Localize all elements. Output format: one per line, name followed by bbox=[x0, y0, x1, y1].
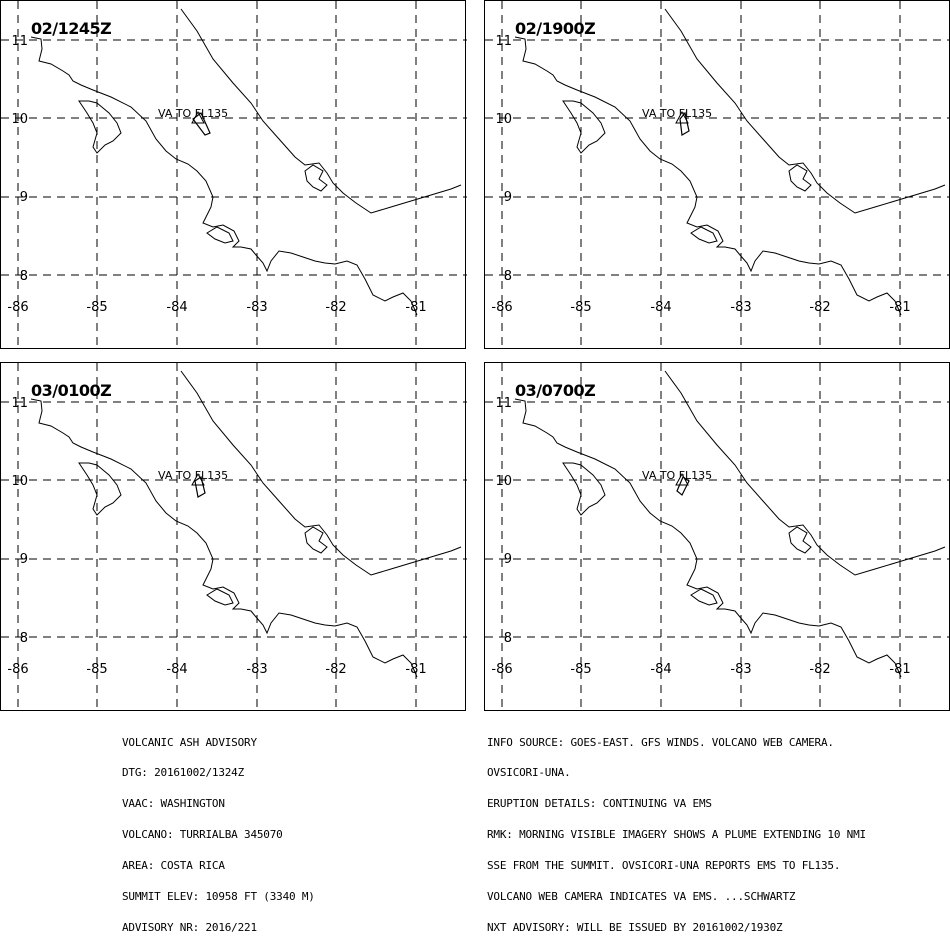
advisory-line: INFO SOURCE: GOES-EAST. GFS WINDS. VOLCA… bbox=[487, 735, 834, 749]
coastline bbox=[304, 164, 328, 192]
advisory-line: OVSICORI-UNA. bbox=[487, 766, 571, 780]
lon-label: -84 bbox=[166, 300, 187, 315]
lat-label: 11 bbox=[495, 396, 512, 411]
coastline bbox=[78, 462, 122, 516]
lat-label: 8 bbox=[504, 631, 512, 646]
advisory-line: RMK: MORNING VISIBLE IMAGERY SHOWS A PLU… bbox=[487, 828, 866, 842]
lon-label: -84 bbox=[650, 662, 671, 677]
lon-label: -83 bbox=[246, 662, 267, 677]
advisory-right-block: INFO SOURCE: GOES-EAST. GFS WINDS. VOLCA… bbox=[487, 717, 866, 944]
lon-label: -81 bbox=[889, 662, 910, 677]
advisory-line: VAAC: WASHINGTON bbox=[122, 797, 225, 811]
map-panel-2: 11 10 9 8 -86 -85 -84 -83 -82 -81 VA TO FL135 02/1… bbox=[484, 0, 950, 350]
advisory-line: DTG: 20161002/1324Z bbox=[122, 766, 245, 780]
ash-plume-polygon bbox=[194, 476, 206, 498]
advisory-line: ADVISORY NR: 2016/221 bbox=[122, 920, 257, 934]
ash-plume-polygon bbox=[676, 476, 690, 496]
panel-time-1: 02/1245Z bbox=[31, 19, 112, 38]
lon-label: -86 bbox=[7, 300, 28, 315]
lat-label: 8 bbox=[20, 631, 28, 646]
advisory-line: SSE FROM THE SUMMIT. OVSICORI-UNA REPORT… bbox=[487, 859, 841, 873]
va-label: VA TO FL135 bbox=[158, 107, 228, 120]
advisory-line: ERUPTION DETAILS: CONTINUING VA EMS bbox=[487, 797, 712, 811]
advisory-line: AREA: COSTA RICA bbox=[122, 859, 225, 873]
advisory-line: VOLCANO: TURRIALBA 345070 bbox=[122, 828, 283, 842]
advisory-line: VOLCANO WEB CAMERA INDICATES VA EMS. ...… bbox=[487, 890, 796, 904]
map-svg-2: 11 10 9 8 -86 -85 -84 -83 -82 -81 VA TO FL135 bbox=[485, 1, 950, 350]
panel-time-3: 03/0100Z bbox=[31, 381, 112, 400]
va-label: VA TO FL135 bbox=[642, 469, 712, 482]
lon-label: -86 bbox=[7, 662, 28, 677]
coastline bbox=[30, 398, 418, 678]
lon-label: -82 bbox=[325, 300, 346, 315]
lat-label: 8 bbox=[20, 269, 28, 284]
lat-label: 9 bbox=[20, 552, 28, 567]
lat-label: 9 bbox=[504, 552, 512, 567]
lon-label: -81 bbox=[889, 300, 910, 315]
coastline bbox=[788, 164, 812, 192]
coastline bbox=[30, 36, 418, 316]
lat-label: 11 bbox=[11, 396, 28, 411]
map-svg-4: 11 10 9 8 -86 -85 -84 -83 -82 -81 VA TO FL135 bbox=[485, 363, 950, 712]
coastline bbox=[690, 588, 718, 606]
lat-label: 9 bbox=[504, 190, 512, 205]
map-svg-1: 11 10 9 8 -86 -85 -84 -83 -82 -81 VA TO FL135 bbox=[1, 1, 467, 350]
coastline bbox=[180, 8, 462, 214]
va-label: VA TO FL135 bbox=[158, 469, 228, 482]
map-svg-3: 11 10 9 8 -86 -85 -84 -83 -82 -81 VA TO FL135 bbox=[1, 363, 467, 712]
lon-label: -83 bbox=[730, 662, 751, 677]
coastline bbox=[180, 370, 462, 576]
coastline bbox=[514, 36, 902, 316]
map-panel-1: 11 10 9 8 -86 -85 -84 -83 -82 -81 VA TO FL135 02/1… bbox=[0, 0, 467, 350]
ash-plume-polygon bbox=[679, 111, 690, 136]
panel-time-2: 02/1900Z bbox=[515, 19, 596, 38]
lat-label: 11 bbox=[11, 34, 28, 49]
lat-label: 11 bbox=[495, 34, 512, 49]
advisory-line: VOLCANIC ASH ADVISORY bbox=[122, 735, 257, 749]
lon-label: -85 bbox=[86, 300, 107, 315]
lat-label: 10 bbox=[495, 112, 512, 127]
lon-label: -82 bbox=[809, 300, 830, 315]
lon-label: -84 bbox=[166, 662, 187, 677]
coastline bbox=[788, 526, 812, 554]
lon-label: -81 bbox=[405, 662, 426, 677]
lon-label: -83 bbox=[246, 300, 267, 315]
advisory-line: NXT ADVISORY: WILL BE ISSUED BY 20161002… bbox=[487, 920, 783, 934]
coastline bbox=[304, 526, 328, 554]
lon-label: -85 bbox=[570, 662, 591, 677]
lat-label: 10 bbox=[11, 474, 28, 489]
panel-time-4: 03/0700Z bbox=[515, 381, 596, 400]
lat-label: 10 bbox=[11, 112, 28, 127]
va-label: VA TO FL135 bbox=[642, 107, 712, 120]
coastline bbox=[206, 226, 234, 244]
coastline bbox=[562, 100, 606, 154]
lon-label: -86 bbox=[491, 662, 512, 677]
coastline bbox=[690, 226, 718, 244]
ash-plume-polygon bbox=[192, 112, 211, 136]
lon-label: -81 bbox=[405, 300, 426, 315]
coastline bbox=[206, 588, 234, 606]
advisory-line: SUMMIT ELEV: 10958 FT (3340 M) bbox=[122, 890, 315, 904]
advisory-left-block: VOLCANIC ASH ADVISORY DTG: 20161002/1324… bbox=[122, 717, 315, 944]
lat-label: 8 bbox=[504, 269, 512, 284]
lon-label: -86 bbox=[491, 300, 512, 315]
lon-label: -85 bbox=[86, 662, 107, 677]
coastline bbox=[78, 100, 122, 154]
lon-label: -83 bbox=[730, 300, 751, 315]
lon-label: -85 bbox=[570, 300, 591, 315]
map-panel-3: 11 10 9 8 -86 -85 -84 -83 -82 -81 VA TO FL135 03/0… bbox=[0, 362, 467, 712]
coastline bbox=[562, 462, 606, 516]
lon-label: -84 bbox=[650, 300, 671, 315]
coastline bbox=[514, 398, 902, 678]
lat-label: 10 bbox=[495, 474, 512, 489]
map-panel-4: 11 10 9 8 -86 -85 -84 -83 -82 -81 VA TO FL135 03/0… bbox=[484, 362, 950, 712]
coastline bbox=[664, 8, 946, 214]
lon-label: -82 bbox=[809, 662, 830, 677]
coastline bbox=[664, 370, 946, 576]
lon-label: -82 bbox=[325, 662, 346, 677]
lat-label: 9 bbox=[20, 190, 28, 205]
